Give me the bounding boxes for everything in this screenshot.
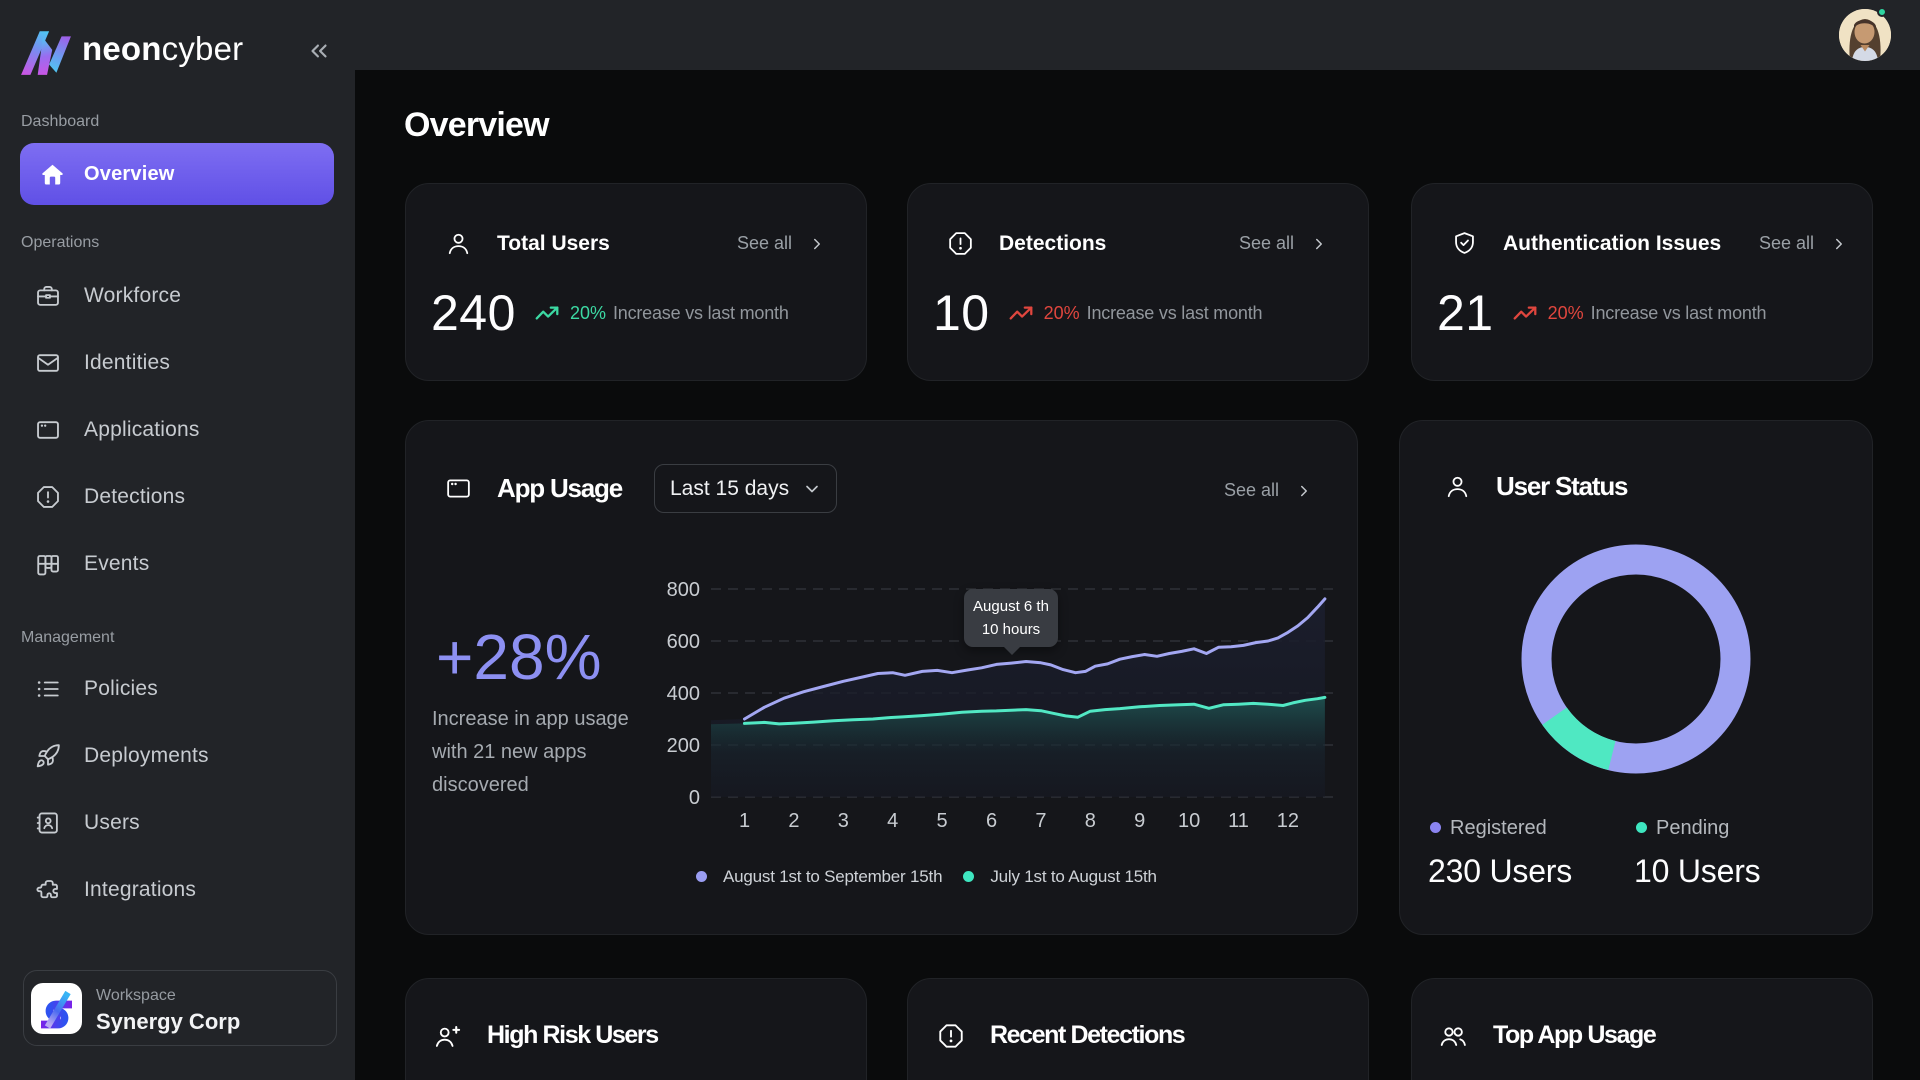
svg-text:200: 200 <box>667 735 700 757</box>
svg-text:800: 800 <box>667 579 700 601</box>
svg-text:7: 7 <box>1035 810 1046 832</box>
svg-text:3: 3 <box>838 810 849 832</box>
svg-text:8: 8 <box>1085 810 1096 832</box>
svg-text:5: 5 <box>937 810 948 832</box>
svg-text:12: 12 <box>1277 810 1299 832</box>
svg-text:4: 4 <box>887 810 898 832</box>
svg-text:1: 1 <box>739 810 750 832</box>
svg-text:400: 400 <box>667 683 700 705</box>
svg-text:9: 9 <box>1134 810 1145 832</box>
svg-text:10: 10 <box>1178 810 1200 832</box>
svg-text:2: 2 <box>788 810 799 832</box>
svg-text:0: 0 <box>689 787 700 809</box>
svg-text:600: 600 <box>667 631 700 653</box>
svg-text:11: 11 <box>1228 810 1249 832</box>
svg-text:6: 6 <box>986 810 997 832</box>
